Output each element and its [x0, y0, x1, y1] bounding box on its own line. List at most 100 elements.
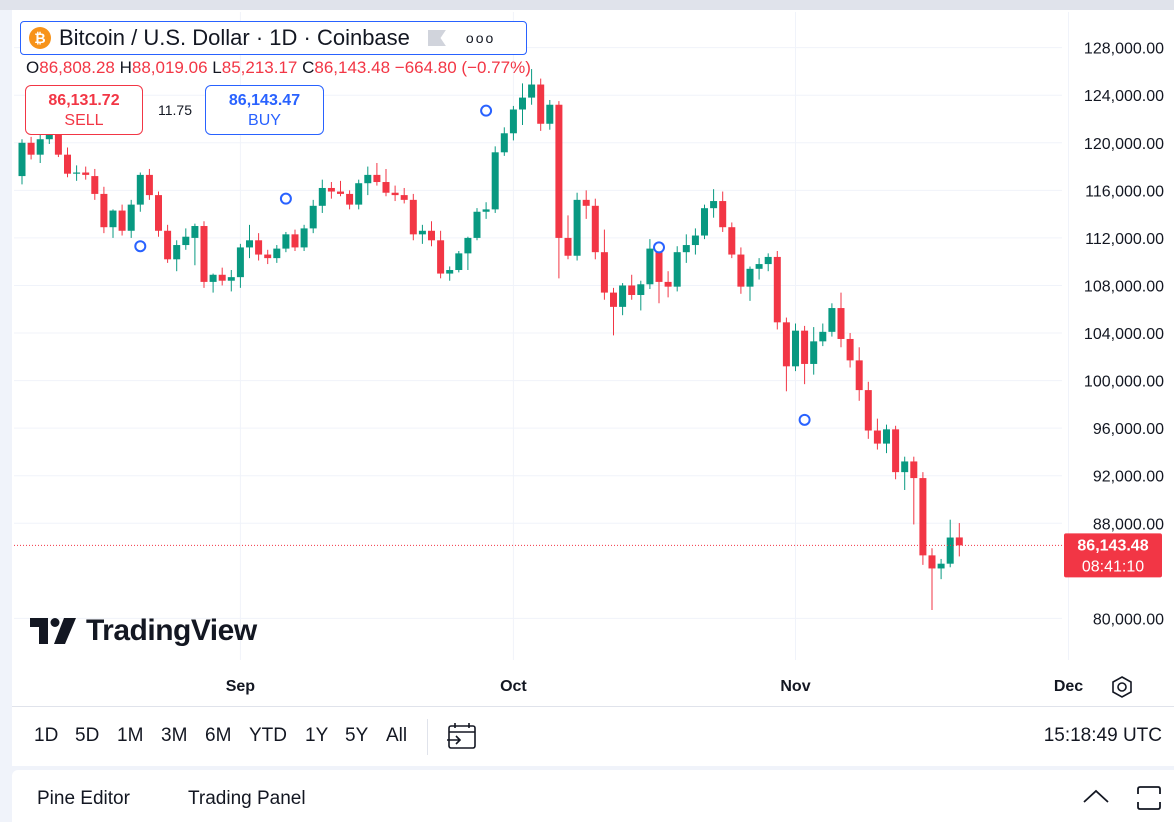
candle-body [227, 277, 235, 281]
candle-body [782, 322, 790, 367]
candle-body [318, 187, 326, 206]
candle-body [437, 240, 445, 274]
candle-body [755, 264, 763, 269]
chart-panel [12, 10, 1174, 766]
tradingview-logo[interactable]: TradingView [30, 614, 257, 648]
range-1d-button[interactable]: 1D [34, 725, 59, 746]
maximize-icon[interactable] [1136, 785, 1162, 811]
range-3m-button[interactable]: 3M [161, 725, 188, 746]
candle-body [846, 338, 854, 361]
candle-body [54, 124, 62, 155]
range-all-button[interactable]: All [386, 725, 408, 746]
time-tick-label: Dec [1054, 678, 1083, 695]
candle-body [209, 274, 217, 282]
price-tick-label: 112,000.00 [1085, 231, 1164, 248]
candle-body [346, 193, 354, 205]
candle-body [418, 230, 426, 235]
candle-body [109, 210, 117, 228]
candle-body [136, 174, 144, 205]
candle-body [883, 429, 890, 444]
last-price-tag: 86,143.48 08:41:10 [1064, 533, 1162, 578]
more-options-icon[interactable]: ooo [465, 30, 496, 46]
candle-body [327, 187, 335, 192]
price-tick-label: 100,000.00 [1084, 374, 1164, 391]
candle-body [309, 205, 317, 229]
candle-body [500, 133, 508, 153]
date-range-icon[interactable] [446, 721, 478, 751]
buy-button[interactable]: 86,143.47 BUY [205, 85, 324, 135]
range-6m-button[interactable]: 6M [205, 725, 232, 746]
price-tick-label: 92,000.00 [1093, 469, 1164, 486]
candle-body [400, 195, 408, 200]
candle-body [409, 199, 417, 235]
high-value: 88,019.06 [131, 58, 208, 77]
ohlc-values: O86,808.28 H88,019.06 L85,213.17 C86,143… [26, 58, 531, 78]
candle-body [27, 142, 35, 155]
candle-body [691, 235, 699, 246]
candle-body [628, 285, 636, 295]
candle-body [355, 183, 363, 205]
bitcoin-icon: ₿ [29, 27, 51, 49]
candle-body [837, 308, 845, 339]
price-tick-label: 80,000.00 [1093, 611, 1164, 628]
candle-body [682, 245, 690, 253]
event-marker [134, 240, 147, 253]
candle-body [291, 234, 299, 248]
candle-body [855, 360, 863, 391]
candle-body [337, 191, 344, 194]
symbol-title[interactable]: Bitcoin / U.S. Dollar · 1D · Coinbase [59, 25, 410, 50]
candle-body [792, 330, 799, 367]
low-value: 85,213.17 [221, 58, 298, 77]
candle-body [519, 97, 526, 110]
candle-body [273, 248, 281, 259]
time-tick-label: Oct [500, 678, 527, 695]
candle-body [264, 254, 272, 259]
candle-body [82, 172, 90, 175]
candle-body [746, 268, 754, 287]
tradingview-mark-icon [30, 618, 76, 644]
event-marker [480, 104, 493, 117]
utc-clock[interactable]: 15:18:49 UTC [1043, 725, 1162, 746]
chart-settings-icon[interactable] [1110, 675, 1134, 699]
candle-body [509, 109, 517, 134]
sell-price: 86,131.72 [48, 92, 120, 109]
candle-body [164, 230, 172, 260]
candle-body [655, 248, 663, 282]
candle-body [482, 209, 490, 212]
last-price-label: 86,143.48 [1077, 537, 1148, 554]
range-5y-button[interactable]: 5Y [345, 725, 369, 746]
candle-body [364, 174, 372, 184]
price-axis: 128,000.00 124,000.00 120,000.00 116,000.00… [1084, 41, 1164, 629]
top-window-bar [0, 0, 1174, 10]
candle-body [200, 226, 208, 282]
sell-button[interactable]: 86,131.72 SELL [25, 85, 143, 135]
candle-body [100, 193, 108, 228]
candle-body [300, 228, 308, 248]
price-chart[interactable]: 128,000.00 124,000.00 120,000.00 116,000.00… [0, 0, 1174, 706]
toolbar-divider [427, 719, 428, 755]
candle-body [491, 152, 499, 210]
sell-label: SELL [64, 112, 104, 129]
candle-body [73, 172, 81, 174]
candle-body [236, 247, 244, 278]
bottom-panel-bar: Pine Editor Trading Panel [12, 770, 1174, 822]
range-5d-button[interactable]: 5D [75, 725, 100, 746]
range-1y-button[interactable]: 1Y [305, 725, 329, 746]
candle-body [382, 182, 390, 193]
range-ytd-button[interactable]: YTD [249, 725, 287, 746]
candle-body [719, 201, 727, 228]
chevron-up-icon[interactable] [1082, 786, 1110, 808]
event-markers [134, 104, 811, 426]
tab-trading-panel[interactable]: Trading Panel [188, 788, 306, 809]
candle-body [91, 176, 99, 194]
candle-body [564, 237, 572, 256]
range-1m-button[interactable]: 1M [117, 725, 144, 746]
tab-pine-editor[interactable]: Pine Editor [37, 788, 130, 809]
symbol-legend[interactable]: ₿ Bitcoin / U.S. Dollar · 1D · Coinbase … [20, 21, 527, 55]
candle-body [473, 211, 481, 238]
tradingview-wordmark: TradingView [86, 614, 257, 647]
candle-body [537, 84, 545, 124]
candle-body [373, 174, 381, 183]
price-tick-label: 124,000.00 [1084, 88, 1164, 105]
flag-icon[interactable] [427, 30, 446, 46]
